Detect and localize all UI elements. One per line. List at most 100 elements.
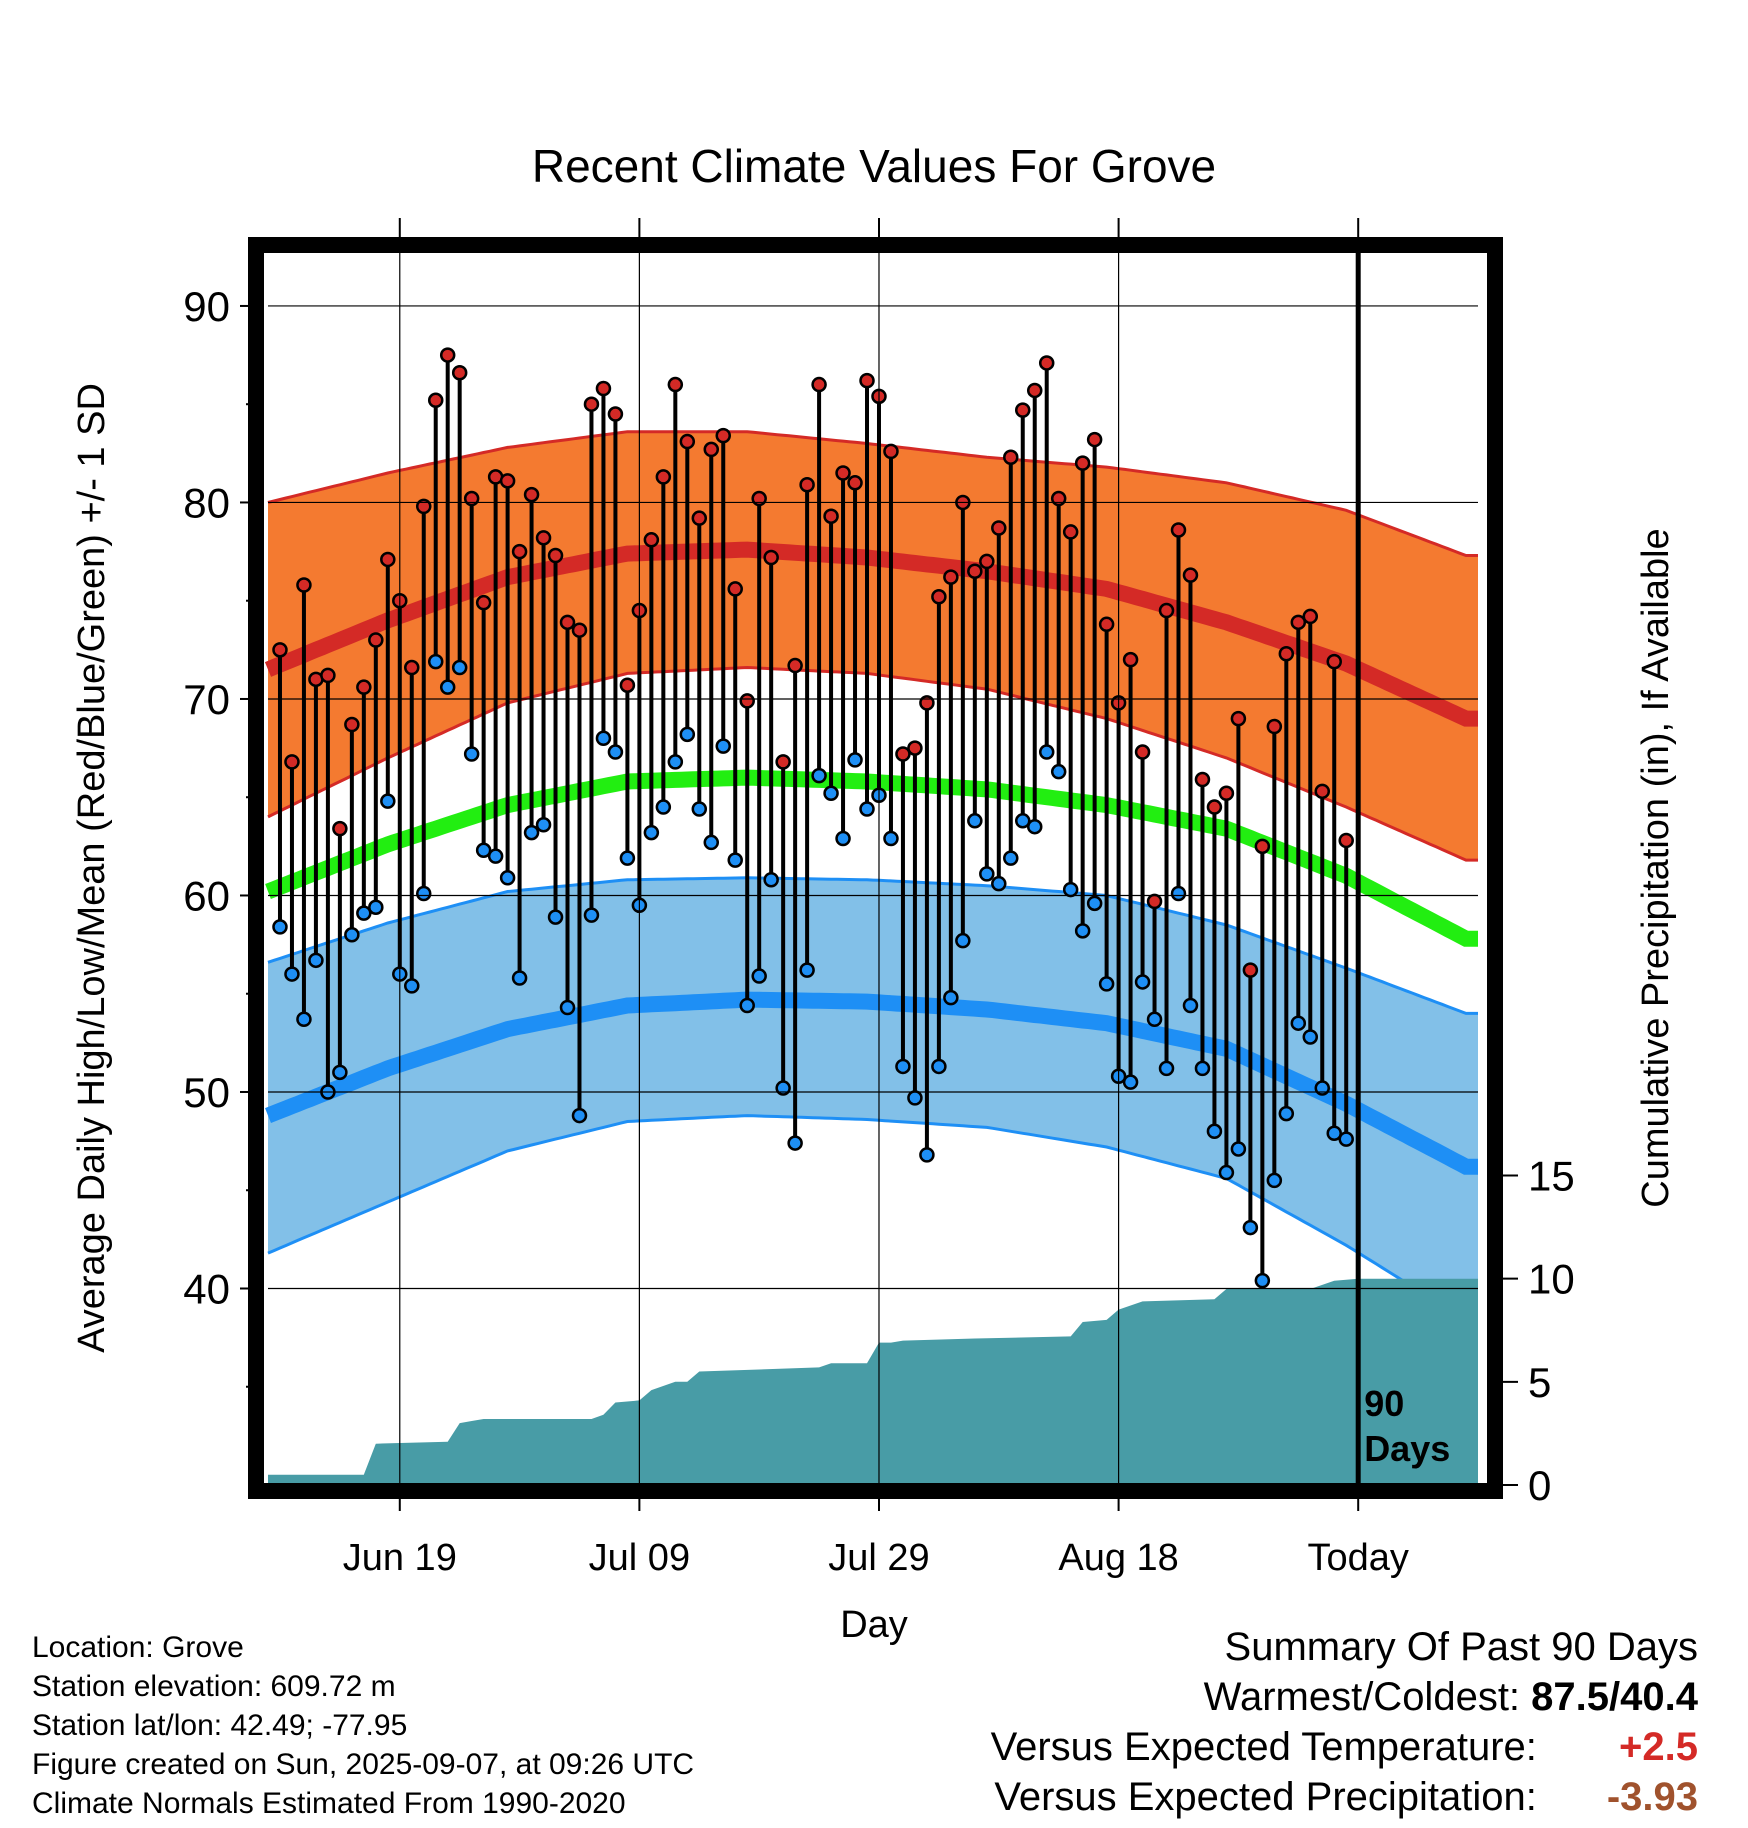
daily-low-point: [344, 927, 360, 943]
y2-tick-label: 5: [1528, 1359, 1551, 1406]
daily-low-point: [535, 816, 552, 833]
daily-low-point: [463, 746, 480, 762]
daily-low-point: [967, 813, 983, 829]
daily-low-point: [1134, 974, 1151, 990]
y2-tick-label: 0: [1528, 1462, 1551, 1509]
daily-high-point: [907, 740, 923, 756]
daily-low-point: [931, 1058, 947, 1075]
daily-high-point: [1122, 651, 1139, 668]
daily-high-point: [320, 667, 336, 684]
daily-high-point: [380, 551, 396, 568]
plot-frame: [248, 237, 1503, 1499]
daily-low-point: [1158, 1060, 1175, 1077]
daily-low-point: [679, 726, 696, 743]
high-upper-edge: [267, 430, 1478, 557]
daily-high-point: [739, 693, 755, 709]
daily-low-point: [1062, 881, 1079, 898]
daily-low-point: [727, 852, 743, 868]
daily-high-point: [523, 486, 540, 503]
daily-low-point: [991, 875, 1007, 892]
daily-low-point: [1182, 997, 1199, 1014]
daily-high-point: [727, 581, 743, 597]
daily-high-point: [847, 475, 863, 491]
daily-high-point: [667, 376, 684, 393]
daily-low-point: [619, 850, 636, 866]
daily-high-point: [1242, 962, 1259, 978]
warmest-value: 87.5/40.4: [1531, 1675, 1698, 1719]
daily-high-point: [1146, 893, 1163, 910]
daily-low-point: [1242, 1219, 1259, 1236]
low-lower-edge: [267, 1114, 1478, 1322]
daily-low-point: [835, 830, 851, 847]
high-sd-band: [268, 431, 1478, 861]
daily-low-point: [308, 952, 324, 969]
daily-low-point: [607, 744, 624, 760]
daily-high-point: [511, 543, 528, 560]
daily-low-point: [595, 730, 612, 747]
daily-low-point: [1122, 1074, 1139, 1090]
daily-high-point: [1206, 799, 1223, 815]
summary-warmest-row: Warmest/Coldest: 87.5/40.4: [991, 1672, 1698, 1722]
daily-high-point: [1038, 355, 1055, 371]
x-tick-label: Jul 29: [828, 1537, 929, 1579]
daily-low-point: [427, 653, 444, 670]
daily-high-point: [296, 577, 312, 593]
daily-low-point: [1146, 1011, 1163, 1028]
y2-tick-label: 10: [1528, 1256, 1575, 1303]
summary-precip-row: Versus Expected Precipitation: -3.93: [991, 1772, 1698, 1822]
daily-low-point: [1302, 1029, 1319, 1045]
daily-low-point: [1098, 976, 1115, 992]
daily-low-point: [1326, 1125, 1342, 1142]
daily-high-point: [883, 443, 899, 460]
daily-low-point: [1254, 1272, 1271, 1289]
summary-panel: Summary Of Past 90 Days Warmest/Coldest:…: [991, 1622, 1698, 1822]
daily-high-point: [1074, 455, 1091, 471]
daily-high-point: [655, 469, 672, 485]
daily-high-point: [463, 490, 480, 507]
warmest-label: Warmest/Coldest:: [1203, 1675, 1521, 1719]
daily-low-point: [487, 848, 504, 864]
info-latlon: Station lat/lon: 42.49; -77.95: [32, 1709, 408, 1742]
daily-low-point: [380, 793, 396, 809]
x-tick-label: Jul 09: [589, 1537, 690, 1579]
daily-low-point: [775, 1080, 791, 1096]
daily-low-point: [895, 1058, 911, 1075]
low-sd-band: [268, 877, 1478, 1320]
daily-high-point: [895, 746, 911, 762]
daily-high-point: [859, 372, 875, 389]
daily-low-point: [1003, 850, 1019, 866]
daily-high-point: [715, 427, 731, 444]
daily-high-point: [679, 433, 696, 450]
daily-high-point: [1026, 382, 1043, 399]
daily-low-point: [1074, 923, 1091, 939]
daily-high-point: [1218, 785, 1235, 802]
daily-high-point: [1326, 653, 1342, 670]
daily-low-point: [943, 989, 959, 1006]
daily-low-point: [272, 919, 288, 935]
daily-low-point: [559, 999, 576, 1016]
daily-low-point: [1314, 1080, 1331, 1096]
daily-high-point: [332, 820, 348, 837]
summary-heading: Summary Of Past 90 Days: [1224, 1625, 1698, 1669]
daily-high-point: [1086, 431, 1103, 448]
daily-low-point: [1230, 1141, 1247, 1157]
daily-high-point: [1254, 838, 1271, 855]
daily-high-point: [919, 695, 935, 711]
today-marker-label: Days: [1364, 1428, 1450, 1469]
daily-high-point: [1158, 602, 1175, 619]
station-info: Location: Grove Station elevation: 609.7…: [32, 1628, 694, 1823]
daily-high-point: [475, 594, 492, 611]
daily-low-point: [799, 962, 815, 978]
precip-label: Versus Expected Precipitation:: [994, 1775, 1537, 1819]
daily-high-point: [691, 510, 708, 526]
precip-value: -3.93: [1606, 1775, 1698, 1819]
daily-high-point: [583, 396, 600, 412]
info-created: Figure created on Sun, 2025-09-07, at 09…: [32, 1748, 695, 1781]
chart-title: Recent Climate Values For Grove: [532, 140, 1216, 192]
daily-low-point: [296, 1011, 312, 1028]
daily-low-point: [907, 1090, 923, 1106]
daily-high-point: [451, 365, 468, 381]
daily-high-point: [1278, 646, 1295, 662]
daily-high-point: [571, 622, 588, 638]
daily-high-point: [284, 754, 300, 770]
